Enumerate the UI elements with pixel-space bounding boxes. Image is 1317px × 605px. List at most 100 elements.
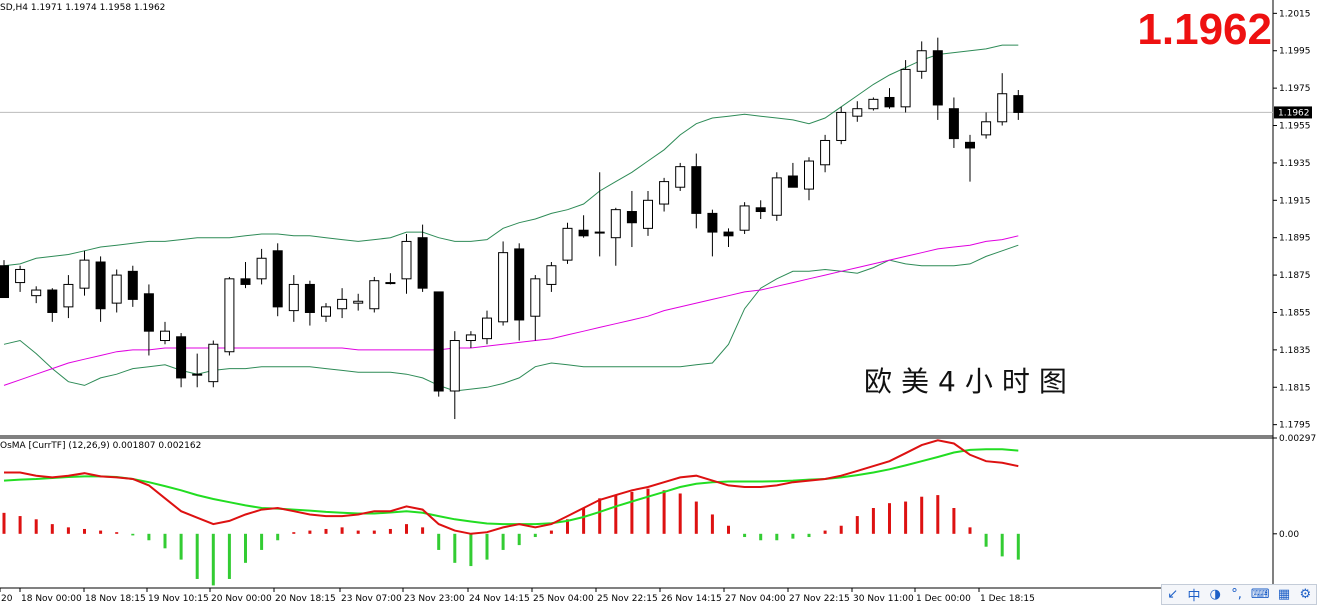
candle[interactable] (15, 265, 26, 292)
candle[interactable] (965, 134, 975, 182)
candle[interactable] (578, 215, 589, 238)
ime-grid-icon[interactable]: ▦ (1277, 587, 1291, 602)
candle[interactable] (771, 172, 782, 221)
price-tick-label: 1.1815 (1279, 383, 1311, 393)
candle[interactable] (240, 262, 251, 289)
candle[interactable] (900, 60, 911, 113)
candle[interactable] (852, 101, 863, 122)
time-tick-label: 26 Nov 14:15 (661, 594, 722, 604)
osma-bar (356, 530, 360, 534)
candle[interactable] (417, 224, 428, 292)
candle[interactable] (787, 162, 798, 188)
osma-bar (1016, 533, 1020, 560)
ime-mode-icon[interactable]: ↙ (1167, 587, 1179, 602)
candle[interactable] (449, 331, 460, 420)
candle[interactable] (997, 73, 1008, 126)
candle[interactable] (192, 353, 203, 388)
candle[interactable] (884, 88, 895, 109)
time-tick-label: 30 Nov 11:00 (853, 594, 914, 604)
candle[interactable] (594, 172, 605, 257)
time-tick-label: 24 Nov 14:15 (469, 594, 530, 604)
ime-toolbar[interactable]: ↙ 中 ◑ °, ⌨ ▦ ⚙ (1161, 584, 1317, 605)
candle[interactable] (224, 276, 235, 356)
candle[interactable] (546, 262, 557, 292)
candle[interactable] (562, 222, 573, 264)
candle[interactable] (755, 200, 766, 219)
candle[interactable] (498, 241, 509, 326)
candle[interactable] (95, 256, 106, 322)
candle[interactable] (514, 243, 525, 341)
candle[interactable] (707, 209, 718, 257)
candle[interactable] (610, 207, 621, 266)
candle[interactable] (176, 333, 187, 388)
ime-punctuation-icon[interactable]: °, (1231, 587, 1242, 602)
osma-bar (630, 491, 634, 534)
candle[interactable] (111, 269, 122, 313)
candle[interactable] (143, 284, 154, 356)
candle[interactable] (272, 243, 283, 317)
osma-bar (485, 533, 489, 560)
candle[interactable] (208, 340, 219, 388)
candle[interactable] (932, 37, 943, 120)
osma-bar (437, 533, 441, 550)
time-tick-label: 20 Nov 00:00 (211, 594, 272, 604)
candle[interactable] (401, 233, 412, 294)
price-tick-label: 1.2015 (1279, 9, 1311, 19)
candle[interactable] (836, 106, 847, 145)
candle[interactable] (63, 275, 74, 319)
candle[interactable] (288, 275, 299, 322)
ime-half-moon-icon[interactable]: ◑ (1209, 587, 1221, 602)
candle[interactable] (659, 177, 670, 212)
time-tick-label: 19 Nov 10:15 (148, 594, 209, 604)
candle[interactable] (127, 265, 138, 307)
osma-bar (1000, 533, 1004, 557)
candle[interactable] (820, 134, 831, 173)
osma-macd-line (4, 439, 1019, 535)
price-chart[interactable] (0, 37, 1024, 420)
candle[interactable] (1013, 90, 1024, 120)
candle[interactable] (626, 190, 637, 248)
osma-bar (582, 508, 586, 534)
price-tick-label: 1.1935 (1279, 159, 1311, 169)
candle[interactable] (482, 310, 492, 345)
current-price-tag-label: 1.1962 (1278, 108, 1310, 118)
chart-caption: 欧美4小时图 (864, 365, 1076, 398)
candle[interactable] (643, 190, 653, 236)
price-tick-label: 1.1835 (1279, 346, 1311, 356)
candle[interactable] (739, 202, 750, 234)
candle[interactable] (675, 162, 686, 191)
candle[interactable] (337, 288, 348, 319)
osma-bar (678, 493, 682, 534)
candle[interactable] (868, 97, 879, 111)
candle[interactable] (369, 276, 380, 313)
osma-indicator[interactable] (2, 439, 1020, 586)
candle[interactable] (948, 97, 959, 148)
candle[interactable] (981, 112, 992, 139)
candle[interactable] (31, 286, 42, 304)
candle[interactable] (433, 291, 444, 397)
time-tick-label: 18 Nov 00:00 (21, 594, 82, 604)
ime-settings-icon[interactable]: ⚙ (1299, 587, 1312, 602)
candle[interactable] (691, 153, 702, 229)
candle[interactable] (723, 228, 734, 248)
ime-chinese-icon[interactable]: 中 (1187, 589, 1201, 604)
candle[interactable] (465, 331, 476, 348)
candle[interactable] (47, 288, 58, 322)
ime-keyboard-icon[interactable]: ⌨ (1250, 587, 1270, 602)
candle[interactable] (0, 260, 9, 299)
osma-bar (984, 533, 988, 547)
bollinger-lower-line (3, 244, 1019, 392)
moving-average-line (3, 235, 1019, 386)
candle[interactable] (321, 303, 331, 322)
candle[interactable] (804, 157, 814, 201)
osma-bar (179, 533, 183, 560)
price-tick-label: 1.1955 (1279, 122, 1311, 132)
candle[interactable] (160, 321, 170, 345)
candle[interactable] (353, 293, 364, 311)
candle[interactable] (385, 273, 396, 285)
candle[interactable] (304, 280, 315, 326)
candle[interactable] (79, 250, 90, 296)
candle[interactable] (916, 41, 927, 79)
candle[interactable] (256, 248, 267, 285)
candle[interactable] (530, 275, 541, 341)
